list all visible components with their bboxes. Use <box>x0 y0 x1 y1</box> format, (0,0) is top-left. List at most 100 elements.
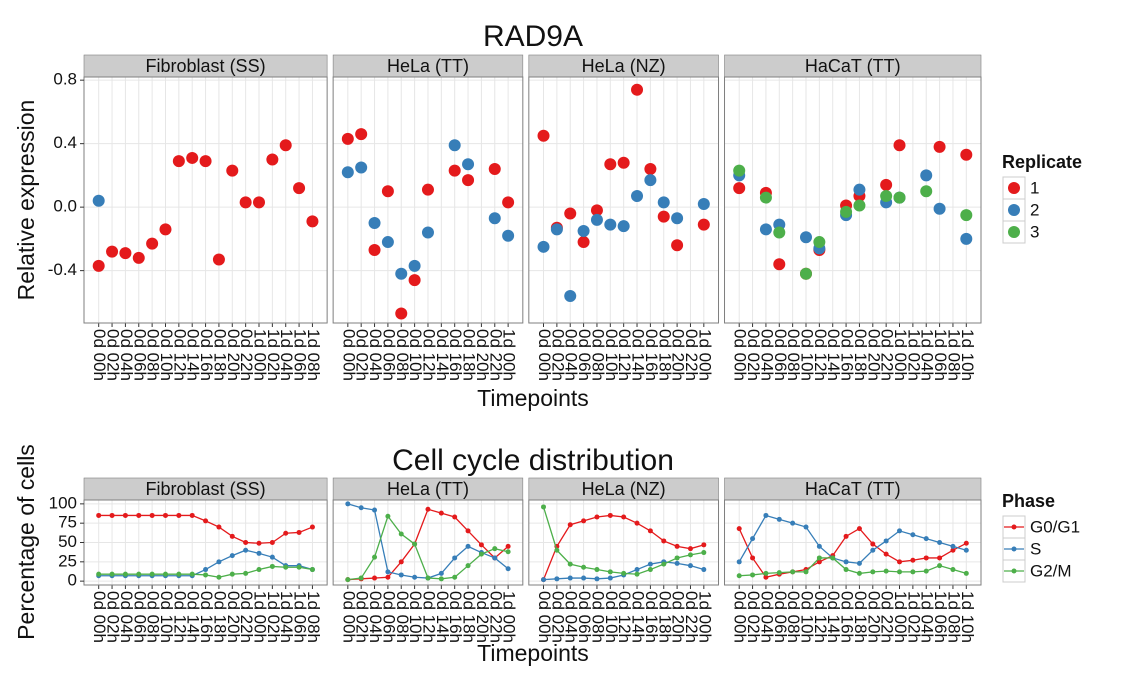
data-point <box>172 155 185 168</box>
x-tick-label: 0d 06h <box>379 591 398 643</box>
panel-border <box>332 499 524 586</box>
x-tick-label: 1d 00h <box>500 329 519 381</box>
legend-label: G0/G1 <box>1030 517 1080 536</box>
data-point <box>229 553 235 559</box>
data-point <box>843 559 849 565</box>
data-point <box>488 212 501 225</box>
data-point <box>644 163 657 176</box>
x-tick-label: 0d 08h <box>144 591 163 643</box>
data-point <box>537 240 550 253</box>
y-axis-title: Relative expression <box>13 100 39 301</box>
x-tick-label: 0d 16h <box>197 591 216 643</box>
data-point <box>853 183 866 196</box>
x-tick-label: 0d 10h <box>157 591 176 643</box>
data-point <box>647 567 653 573</box>
y-tick-label: 0 <box>68 571 77 590</box>
y-tick-label: 75 <box>58 513 77 532</box>
data-point <box>800 231 813 244</box>
x-tick-label: 0d 02h <box>548 329 567 381</box>
x-tick-label: 0d 20h <box>669 329 688 381</box>
data-point <box>452 514 458 520</box>
data-point <box>355 161 368 174</box>
strip-label: HeLa (NZ) <box>582 479 666 499</box>
data-point <box>763 570 769 576</box>
x-tick-label: 1d 02h <box>904 329 923 381</box>
legend-marker <box>1008 226 1020 238</box>
x-tick-label: 0d 14h <box>433 329 452 381</box>
strip-label: HeLa (TT) <box>387 56 469 76</box>
data-point <box>853 199 866 212</box>
x-tick-label: 0d 06h <box>575 591 594 643</box>
data-point <box>283 530 289 536</box>
x-tick-label: 0d 10h <box>602 329 621 381</box>
x-tick-label: 0d 18h <box>460 329 479 381</box>
data-point <box>816 543 822 549</box>
data-point <box>843 567 849 573</box>
data-point <box>106 245 119 258</box>
x-tick-label: 1d 02h <box>904 591 923 643</box>
data-point <box>176 571 182 577</box>
x-tick-label: 0d 00h <box>731 329 750 381</box>
data-point <box>631 83 644 96</box>
strip-label: HeLa (TT) <box>387 479 469 499</box>
data-point <box>674 543 680 549</box>
data-point <box>541 504 547 510</box>
x-tick-label: 0d 00h <box>339 591 358 643</box>
x-tick-label: 0d 12h <box>419 591 438 643</box>
x-tick-label: 0d 08h <box>588 591 607 643</box>
data-point <box>488 163 501 176</box>
data-point <box>920 169 933 182</box>
data-point <box>933 202 946 215</box>
data-point <box>674 555 680 561</box>
x-tick-label: 0d 10h <box>602 591 621 643</box>
x-tick-label: 0d 04h <box>562 329 581 381</box>
data-point <box>893 191 906 204</box>
data-point <box>119 247 132 260</box>
data-point <box>421 226 434 239</box>
y-tick-label: 0.8 <box>53 70 77 89</box>
data-point <box>647 528 653 534</box>
data-point <box>385 513 391 519</box>
x-tick-label: 0d 12h <box>170 329 189 381</box>
x-tick-label: 0d 20h <box>473 329 492 381</box>
data-point <box>92 259 105 272</box>
x-tick-label: 0d 12h <box>615 591 634 643</box>
data-point <box>687 563 693 569</box>
chart-title: RAD9A <box>483 20 583 53</box>
x-tick-label: 1d 04h <box>918 329 937 381</box>
data-point <box>950 547 956 553</box>
x-tick-label: 0d 12h <box>615 329 634 381</box>
data-point <box>452 574 458 580</box>
data-point <box>920 185 933 198</box>
legend-marker <box>1011 524 1017 530</box>
x-tick-label: 0d 14h <box>184 591 203 643</box>
x-tick-label: 1d 00h <box>251 329 270 381</box>
data-point <box>621 514 627 520</box>
data-point <box>657 196 670 209</box>
data-point <box>341 132 354 145</box>
x-tick-label: 0d 02h <box>104 329 123 381</box>
legend-title: Phase <box>1002 491 1055 511</box>
x-tick-label: 1d 00h <box>891 591 910 643</box>
strip-label: HaCaT (TT) <box>805 479 901 499</box>
strip-label: HeLa (NZ) <box>582 56 666 76</box>
data-point <box>590 213 603 226</box>
x-tick-label: 0d 06h <box>379 329 398 381</box>
x-tick-label: 1d 00h <box>695 329 714 381</box>
x-tick-label: 1d 04h <box>918 591 937 643</box>
data-point <box>132 251 145 264</box>
panel-border <box>83 76 328 324</box>
data-point <box>465 563 471 569</box>
data-point <box>617 220 630 233</box>
data-point <box>279 139 292 152</box>
chart-title: Cell cycle distribution <box>392 444 674 477</box>
data-point <box>856 560 862 566</box>
x-tick-label: 0d 10h <box>157 329 176 381</box>
data-point <box>398 531 404 537</box>
data-point <box>408 259 421 272</box>
x-tick-label: 0d 04h <box>757 329 776 381</box>
panel-border <box>724 499 982 586</box>
data-point <box>657 210 670 223</box>
x-tick-label: 0d 14h <box>629 329 648 381</box>
